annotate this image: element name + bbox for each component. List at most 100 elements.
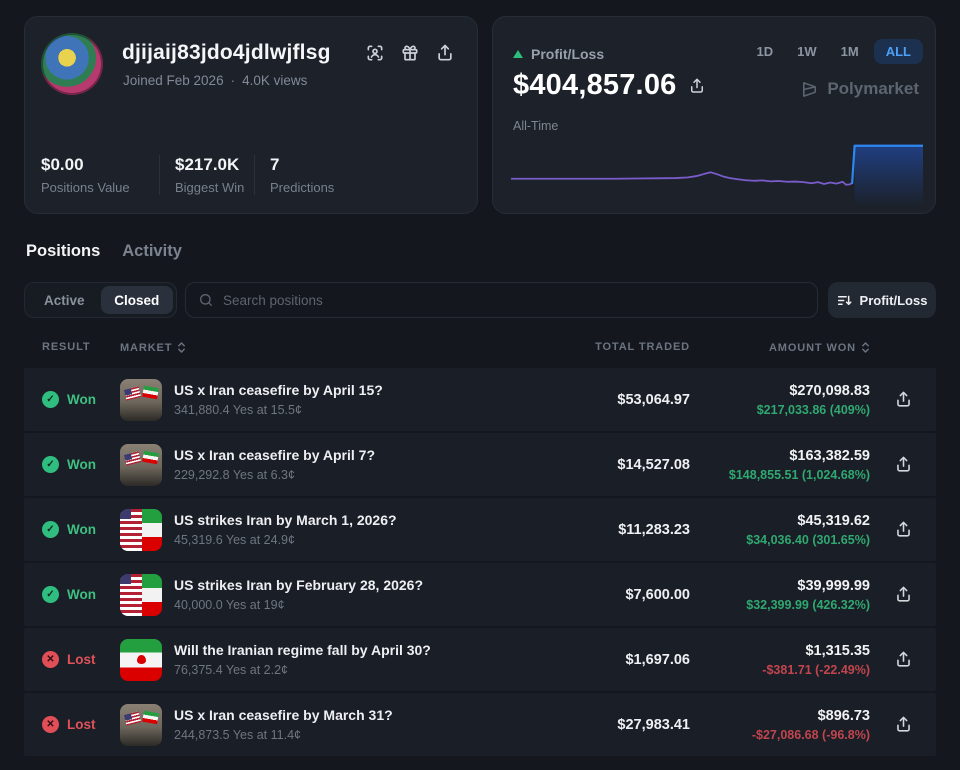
position-detail: 76,375.4 Yes at 2.2¢ <box>174 663 288 677</box>
result-icon <box>42 586 59 603</box>
pnl-period: All-Time <box>513 119 559 133</box>
position-detail: 244,873.5 Yes at 11.4¢ <box>174 728 301 742</box>
amount-won-value: $45,319.62 <box>797 512 870 529</box>
pnl-change-value: $148,855.51 (1,024.68%) <box>728 467 870 482</box>
avatar[interactable] <box>41 33 103 95</box>
result-icon <box>42 391 59 408</box>
total-traded-value: $27,983.41 <box>617 716 690 733</box>
result-badge: Won <box>42 586 120 603</box>
pnl-chart <box>511 141 923 207</box>
table-row[interactable]: Won US x Iran ceasefire by April 15? 341… <box>24 368 936 431</box>
chevron-up-down-icon <box>178 342 186 353</box>
stat-value: $0.00 <box>41 155 84 174</box>
status-segmented-control: Active Closed <box>24 282 177 318</box>
range-1d[interactable]: 1D <box>756 44 774 59</box>
share-icon[interactable] <box>894 390 913 409</box>
table-row[interactable]: Won US strikes Iran by March 1, 2026? 45… <box>24 498 936 561</box>
market-title[interactable]: US x Iran ceasefire by April 15? <box>174 382 383 398</box>
meta-separator: · <box>230 73 236 88</box>
pnl-header: Profit/Loss <box>513 46 604 62</box>
stat-label: Predictions <box>270 180 335 195</box>
market-title[interactable]: Will the Iranian regime fall by April 30… <box>174 642 431 658</box>
share-icon[interactable] <box>894 650 913 669</box>
polymarket-logo-icon <box>803 81 817 97</box>
stat-predictions: 7 Predictions <box>254 155 334 195</box>
result-badge: Won <box>42 521 120 538</box>
market-image[interactable] <box>120 378 162 421</box>
share-icon[interactable] <box>688 77 706 95</box>
header-amount-won[interactable]: AMOUNT WON <box>690 341 870 354</box>
sort-profit-loss-button[interactable]: Profit/Loss <box>828 282 936 318</box>
profile-card: djijaij83jdo4jdlwjflsg Joined Feb 2026 ·… <box>24 16 478 214</box>
search-icon <box>200 294 212 306</box>
chart-line-blue <box>852 146 923 183</box>
sort-descending-icon <box>837 295 852 305</box>
pnl-change-value: $34,036.40 (301.65%) <box>746 532 870 547</box>
result-badge: Lost <box>42 651 120 668</box>
watermark-label: Polymarket <box>827 79 919 98</box>
market-image[interactable] <box>120 638 162 681</box>
share-icon[interactable] <box>435 43 455 63</box>
header-total-traded[interactable]: TOTAL TRADED <box>595 341 690 353</box>
market-image[interactable] <box>120 508 162 551</box>
table-row[interactable]: Won US strikes Iran by February 28, 2026… <box>24 563 936 626</box>
stat-value: $217.0K <box>175 155 240 174</box>
profile-actions <box>365 43 455 63</box>
pnl-change-value: $32,399.99 (426.32%) <box>746 597 870 612</box>
pnl-change-value: -$381.71 (-22.49%) <box>762 662 870 677</box>
table-header: RESULT MARKET TOTAL TRADED AMOUNT WON <box>24 341 936 354</box>
header-market[interactable]: MARKET <box>120 341 560 354</box>
share-icon[interactable] <box>894 585 913 604</box>
search-input[interactable] <box>223 292 805 308</box>
pnl-change-value: -$27,086.68 (-96.8%) <box>751 727 870 742</box>
sort-button-label: Profit/Loss <box>859 292 928 308</box>
triangle-up-icon <box>513 50 523 58</box>
total-traded-value: $11,283.23 <box>618 521 690 538</box>
pnl-label: Profit/Loss <box>531 46 605 62</box>
market-title[interactable]: US x Iran ceasefire by April 7? <box>174 447 376 463</box>
table-row[interactable]: Won US x Iran ceasefire by April 7? 229,… <box>24 433 936 496</box>
watermark: Polymarket <box>800 79 919 99</box>
range-all[interactable]: ALL <box>873 39 923 64</box>
share-icon[interactable] <box>894 520 913 539</box>
market-image[interactable] <box>120 703 162 746</box>
amount-won-value: $896.73 <box>817 707 870 724</box>
table-row[interactable]: Lost US x Iran ceasefire by March 31? 24… <box>24 693 936 756</box>
stat-label: Biggest Win <box>175 180 245 195</box>
share-icon[interactable] <box>894 455 913 474</box>
result-label: Lost <box>67 652 96 667</box>
chart-line-purple <box>511 172 852 184</box>
total-traded-value: $1,697.06 <box>625 651 690 668</box>
result-label: Won <box>67 522 96 537</box>
pnl-value-row: $404,857.06 <box>513 69 706 102</box>
search-box <box>185 282 818 318</box>
market-image[interactable] <box>120 573 162 616</box>
market-title[interactable]: US strikes Iran by February 28, 2026? <box>174 577 424 593</box>
result-icon <box>42 651 59 668</box>
position-detail: 341,880.4 Yes at 15.5¢ <box>174 403 302 417</box>
range-1m[interactable]: 1M <box>840 44 859 59</box>
table-row[interactable]: Lost Will the Iranian regime fall by Apr… <box>24 628 936 691</box>
range-1w[interactable]: 1W <box>797 44 817 59</box>
gift-icon[interactable] <box>400 43 420 63</box>
result-icon <box>42 716 59 733</box>
total-traded-value: $14,527.08 <box>617 456 690 473</box>
user-scan-icon[interactable] <box>365 43 385 63</box>
tab-positions[interactable]: Positions <box>26 242 101 260</box>
section-tabs: Positions Activity <box>26 242 182 261</box>
profile-meta: Joined Feb 2026 · 4.0K views <box>123 73 307 88</box>
result-badge: Won <box>42 456 120 473</box>
segment-active[interactable]: Active <box>43 292 85 308</box>
pnl-change-value: $217,033.86 (409%) <box>756 402 870 417</box>
segment-closed[interactable]: Closed <box>100 286 173 314</box>
market-title[interactable]: US x Iran ceasefire by March 31? <box>174 707 393 723</box>
share-icon[interactable] <box>894 715 913 734</box>
result-badge: Lost <box>42 716 120 733</box>
market-title[interactable]: US strikes Iran by March 1, 2026? <box>174 512 397 528</box>
pnl-card: Profit/Loss 1D 1W 1M ALL $404,857.06 All… <box>492 16 936 214</box>
result-label: Lost <box>67 717 96 732</box>
tab-activity[interactable]: Activity <box>122 242 182 260</box>
market-image[interactable] <box>120 443 162 486</box>
amount-won-value: $1,315.35 <box>805 642 870 659</box>
joined-date: Joined Feb 2026 <box>123 73 224 88</box>
